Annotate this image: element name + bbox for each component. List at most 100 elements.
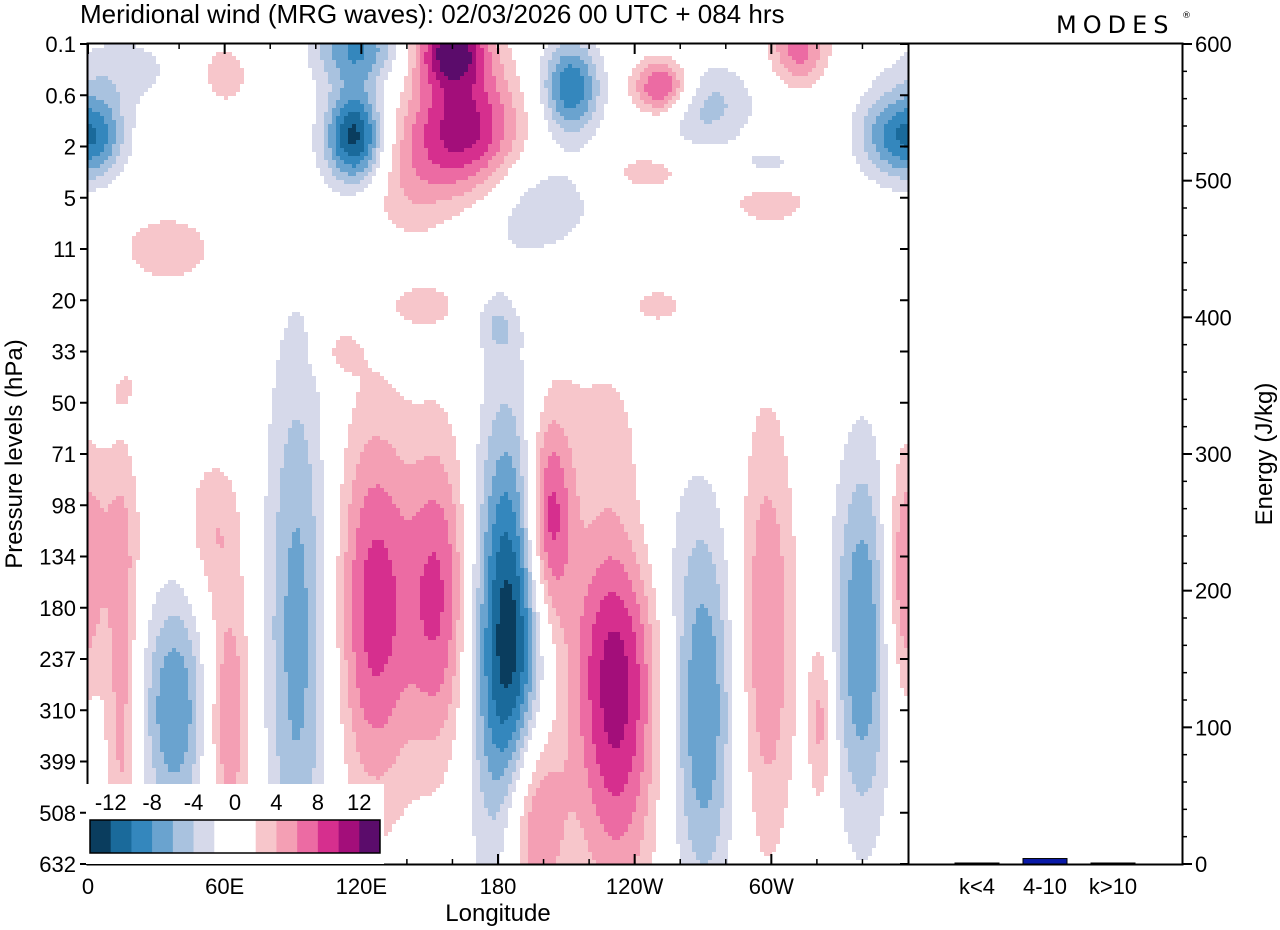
heatmap-cell: [424, 620, 440, 624]
heatmap-cell: [896, 552, 908, 556]
heatmap-cell: [892, 576, 896, 580]
heatmap-cell: [344, 468, 356, 472]
heatmap-cell: [892, 516, 900, 520]
heatmap-cell: [196, 724, 204, 728]
heatmap-cell: [892, 564, 896, 568]
heatmap-cell: [128, 616, 136, 620]
heatmap-cell: [636, 740, 644, 744]
heatmap-cell: [744, 556, 752, 560]
heatmap-cell: [356, 748, 400, 752]
heatmap-cell: [560, 60, 584, 64]
heatmap-cell: [308, 440, 320, 444]
heatmap-cell: [448, 660, 456, 664]
heatmap-cell: [584, 84, 592, 88]
heatmap-cell: [308, 592, 316, 596]
heatmap-cell: [752, 684, 784, 688]
heatmap-cell: [268, 436, 288, 440]
heatmap-cell: [852, 704, 872, 708]
heatmap-cell: [488, 704, 496, 708]
heatmap-cell: [460, 608, 464, 612]
heatmap-cell: [328, 76, 340, 80]
heatmap-cell: [348, 132, 360, 136]
heatmap-cell: [484, 348, 520, 352]
heatmap-cell: [316, 688, 324, 692]
brand-logo: MODES ®: [1056, 11, 1191, 39]
heatmap-cell: [588, 676, 600, 680]
heatmap-cell: [516, 416, 524, 420]
heatmap-cell: [524, 648, 528, 652]
heatmap-cell: [432, 92, 444, 96]
heatmap-cell: [404, 124, 412, 128]
heatmap-cell: [376, 56, 388, 60]
heatmap-cell: [184, 760, 196, 764]
heatmap-cell: [648, 668, 652, 672]
heatmap-cell: [440, 68, 468, 72]
heatmap-cell: [892, 532, 896, 536]
heatmap-cell: [880, 584, 884, 588]
heatmap-cell: [336, 632, 344, 636]
heatmap-cell: [356, 60, 376, 64]
heatmap-cell: [528, 548, 532, 552]
heatmap-cell: [836, 732, 844, 736]
heatmap-cell: [100, 696, 116, 700]
heatmap-cell: [356, 172, 368, 176]
heatmap-cell: [524, 564, 528, 568]
heatmap-cell: [752, 672, 784, 676]
heatmap-cell: [364, 176, 372, 180]
heatmap-cell: [488, 596, 492, 600]
heatmap-cell: [96, 136, 108, 140]
heatmap-cell: [440, 136, 480, 140]
heatmap-cell: [364, 56, 376, 60]
heatmap-cell: [484, 368, 524, 372]
heatmap-cell: [312, 140, 324, 144]
heatmap-cell: [600, 672, 628, 676]
heatmap-cell: [392, 652, 448, 656]
heatmap-cell: [396, 620, 424, 624]
heatmap-cell: [556, 680, 568, 684]
heatmap-cell: [552, 72, 560, 76]
heatmap-cell: [404, 516, 412, 520]
heatmap-cell: [544, 512, 548, 516]
heatmap-cell: [540, 68, 548, 72]
heatmap-cell: [316, 544, 324, 548]
heatmap-cell: [548, 528, 560, 532]
heatmap-cell: [264, 640, 276, 644]
heatmap-cell: [344, 628, 352, 632]
heatmap-cell: [672, 564, 688, 568]
heatmap-cell: [900, 632, 908, 636]
heatmap-cell: [440, 728, 456, 732]
heatmap-cell: [380, 436, 456, 440]
heatmap-cell: [368, 652, 392, 656]
heatmap-cell: [632, 544, 648, 548]
heatmap-cell: [872, 128, 884, 132]
heatmap-cell: [452, 488, 460, 492]
heatmap-cell: [476, 512, 480, 516]
heatmap-cell: [508, 536, 520, 540]
heatmap-cell: [240, 712, 248, 716]
heatmap-cell: [600, 688, 628, 692]
heatmap-cell: [240, 768, 248, 772]
heatmap-cell: [528, 664, 532, 668]
heatmap-cell: [88, 600, 128, 604]
heatmap-cell: [288, 592, 308, 596]
heatmap-cell: [784, 680, 796, 684]
heatmap-cell: [520, 444, 528, 448]
heatmap-cell: [784, 668, 796, 672]
heatmap-cell: [276, 728, 292, 732]
heatmap-cell: [536, 536, 540, 540]
heatmap-cell: [280, 468, 312, 472]
heatmap-cell: [336, 596, 344, 600]
heatmap-cell: [680, 124, 744, 128]
heatmap-cell: [748, 692, 756, 696]
heatmap-cell: [472, 728, 476, 732]
heatmap-cell: [360, 136, 364, 140]
heatmap-cell: [144, 664, 152, 668]
heatmap-cell: [584, 600, 600, 604]
heatmap-cell: [512, 772, 520, 776]
heatmap-cell: [480, 560, 484, 564]
heatmap-cell: [104, 100, 120, 104]
heatmap-cell: [432, 96, 444, 100]
heatmap-cell: [324, 156, 332, 160]
heatmap-cell: [364, 716, 388, 720]
heatmap-cell: [504, 72, 516, 76]
